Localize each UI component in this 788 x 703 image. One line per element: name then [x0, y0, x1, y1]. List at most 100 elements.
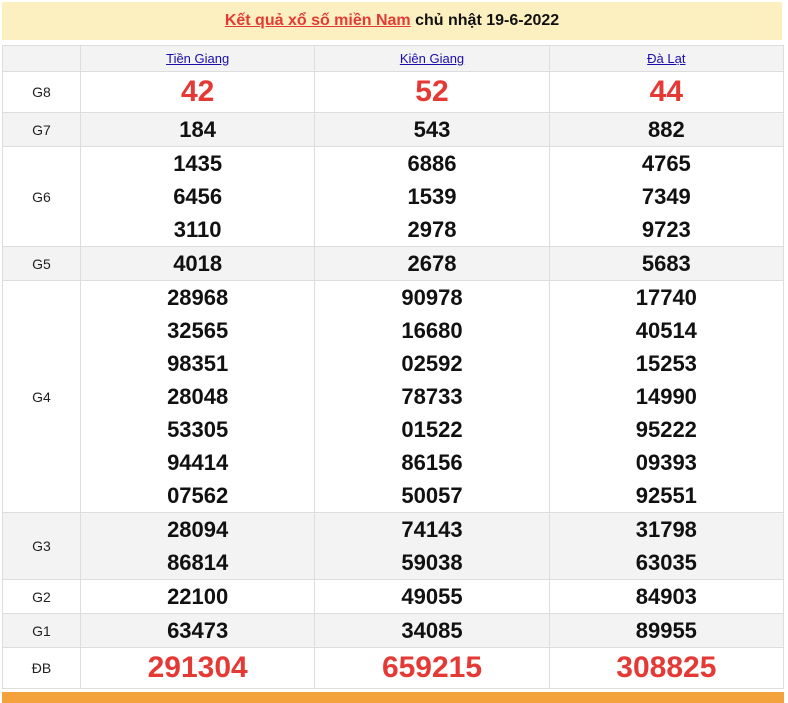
prize-label: G3 [2, 512, 81, 580]
prize-number: 44 [649, 75, 684, 108]
prize-number: 63473 [167, 618, 229, 643]
prize-number: 07562 [167, 483, 229, 508]
table-header-row: Tiền Giang Kiên Giang Đà Lạt [2, 45, 785, 72]
prize-row: G5 4018 2678 5683 [2, 246, 785, 281]
prize-number: 3110 [173, 217, 222, 242]
prize-number: 92551 [635, 483, 697, 508]
prize-number: 1435 [173, 151, 223, 176]
prize-number: 15253 [635, 351, 697, 376]
prize-number: 52 [415, 75, 449, 108]
province-header: Tiền Giang [79, 45, 316, 72]
prize-label: G7 [2, 112, 81, 147]
prize-cell: 63473 [79, 613, 316, 648]
prize-number: 4765 [641, 151, 691, 176]
prize-number: 09393 [635, 450, 697, 475]
prize-number: 32565 [167, 318, 229, 343]
prize-number: 659215 [381, 651, 483, 684]
page-title: Kết quả xổ số miền Nam chủ nhật 19-6-202… [2, 2, 782, 40]
province-link[interactable]: Đà Lạt [647, 51, 686, 66]
prize-number: 17740 [635, 285, 697, 310]
prize-number: 7349 [641, 184, 691, 209]
prize-cell: 34085 [314, 613, 550, 648]
prize-number: 14990 [635, 384, 697, 409]
prize-number: 01522 [401, 417, 463, 442]
prize-number: 50057 [401, 483, 463, 508]
prize-row: G4 28968 32565 98351 28048 53305 94414 07562 909… [2, 280, 785, 513]
prize-number: 6886 [407, 151, 457, 176]
prize-number: 94414 [167, 450, 229, 475]
prize-number: 98351 [167, 351, 229, 376]
province-link[interactable]: Tiền Giang [166, 51, 230, 66]
prize-number: 49055 [401, 584, 463, 609]
prize-cell: 84903 [548, 579, 785, 614]
prize-number: 42 [180, 75, 215, 108]
prize-cell: 308825 [548, 647, 785, 689]
prize-number: 63035 [635, 550, 697, 575]
prize-label: G5 [2, 246, 81, 281]
prize-row: ĐB 291304 659215 308825 [2, 647, 785, 689]
prize-label: G1 [2, 613, 81, 648]
prize-number: 74143 [401, 517, 463, 542]
prize-cell: 659215 [314, 647, 550, 689]
prize-number: 1539 [407, 184, 457, 209]
prize-number: 53305 [167, 417, 229, 442]
prize-row: G7 184 543 882 [2, 112, 785, 147]
title-date: chủ nhật 19-6-2022 [410, 12, 560, 29]
prize-number: 78733 [401, 384, 463, 409]
prize-cell: 44 [548, 71, 785, 113]
prize-number: 59038 [401, 550, 463, 575]
province-link[interactable]: Kiên Giang [399, 51, 465, 66]
prize-cell: 52 [314, 71, 550, 113]
prize-number: 02592 [401, 351, 463, 376]
prize-number: 543 [413, 117, 451, 142]
prize-cell: 5683 [548, 246, 785, 281]
prize-cell: 6886 1539 2978 [314, 146, 550, 247]
prize-cell: 42 [79, 71, 316, 113]
prize-number: 291304 [147, 651, 248, 684]
prize-cell: 90978 16680 02592 78733 01522 86156 50057 [314, 280, 550, 513]
prize-number: 89955 [635, 618, 697, 643]
prize-number: 28094 [167, 517, 229, 542]
prize-cell: 28094 86814 [79, 512, 316, 580]
province-header: Kiên Giang [314, 45, 550, 72]
prize-row: G2 22100 49055 84903 [2, 579, 785, 614]
prize-number: 40514 [635, 318, 697, 343]
prize-label: G2 [2, 579, 81, 614]
header-blank [2, 45, 81, 72]
prize-cell: 28968 32565 98351 28048 53305 94414 07562 [79, 280, 316, 513]
prize-number: 84903 [635, 584, 697, 609]
prize-number: 2678 [407, 251, 457, 276]
footer-bar [2, 692, 784, 703]
prize-cell: 543 [314, 112, 550, 147]
prize-number: 9723 [641, 217, 691, 242]
prize-label: G4 [2, 280, 81, 513]
prize-number: 308825 [616, 651, 717, 684]
prize-label: G8 [2, 71, 81, 113]
prize-cell: 31798 63035 [548, 512, 785, 580]
prize-number: 2978 [407, 217, 457, 242]
prize-number: 28968 [167, 285, 229, 310]
prize-number: 34085 [401, 618, 463, 643]
prize-cell: 291304 [79, 647, 316, 689]
prize-number: 90978 [401, 285, 463, 310]
prize-number: 86156 [401, 450, 463, 475]
title-link[interactable]: Kết quả xổ số miền Nam [224, 12, 411, 29]
province-header: Đà Lạt [548, 45, 785, 72]
prize-cell: 4765 7349 9723 [548, 146, 785, 247]
prize-cell: 22100 [79, 579, 316, 614]
results-table: Tiền Giang Kiên Giang Đà Lạt G8 42 52 44 G7 1… [2, 45, 785, 689]
prize-number: 31798 [635, 517, 697, 542]
prize-cell: 49055 [314, 579, 550, 614]
prize-label: G6 [2, 146, 81, 247]
prize-number: 882 [647, 117, 685, 142]
prize-cell: 184 [79, 112, 316, 147]
prize-cell: 1435 6456 3110 [79, 146, 316, 247]
prize-number: 28048 [167, 384, 229, 409]
prize-number: 86814 [167, 550, 229, 575]
prize-row: G3 28094 86814 74143 59038 31798 63035 [2, 512, 785, 580]
prize-number: 16680 [401, 318, 463, 343]
prize-cell: 882 [548, 112, 785, 147]
prize-number: 6456 [173, 184, 223, 209]
prize-number: 5683 [641, 251, 691, 276]
prize-row: G6 1435 6456 3110 6886 1539 2978 4765 7349 9723 [2, 146, 785, 247]
